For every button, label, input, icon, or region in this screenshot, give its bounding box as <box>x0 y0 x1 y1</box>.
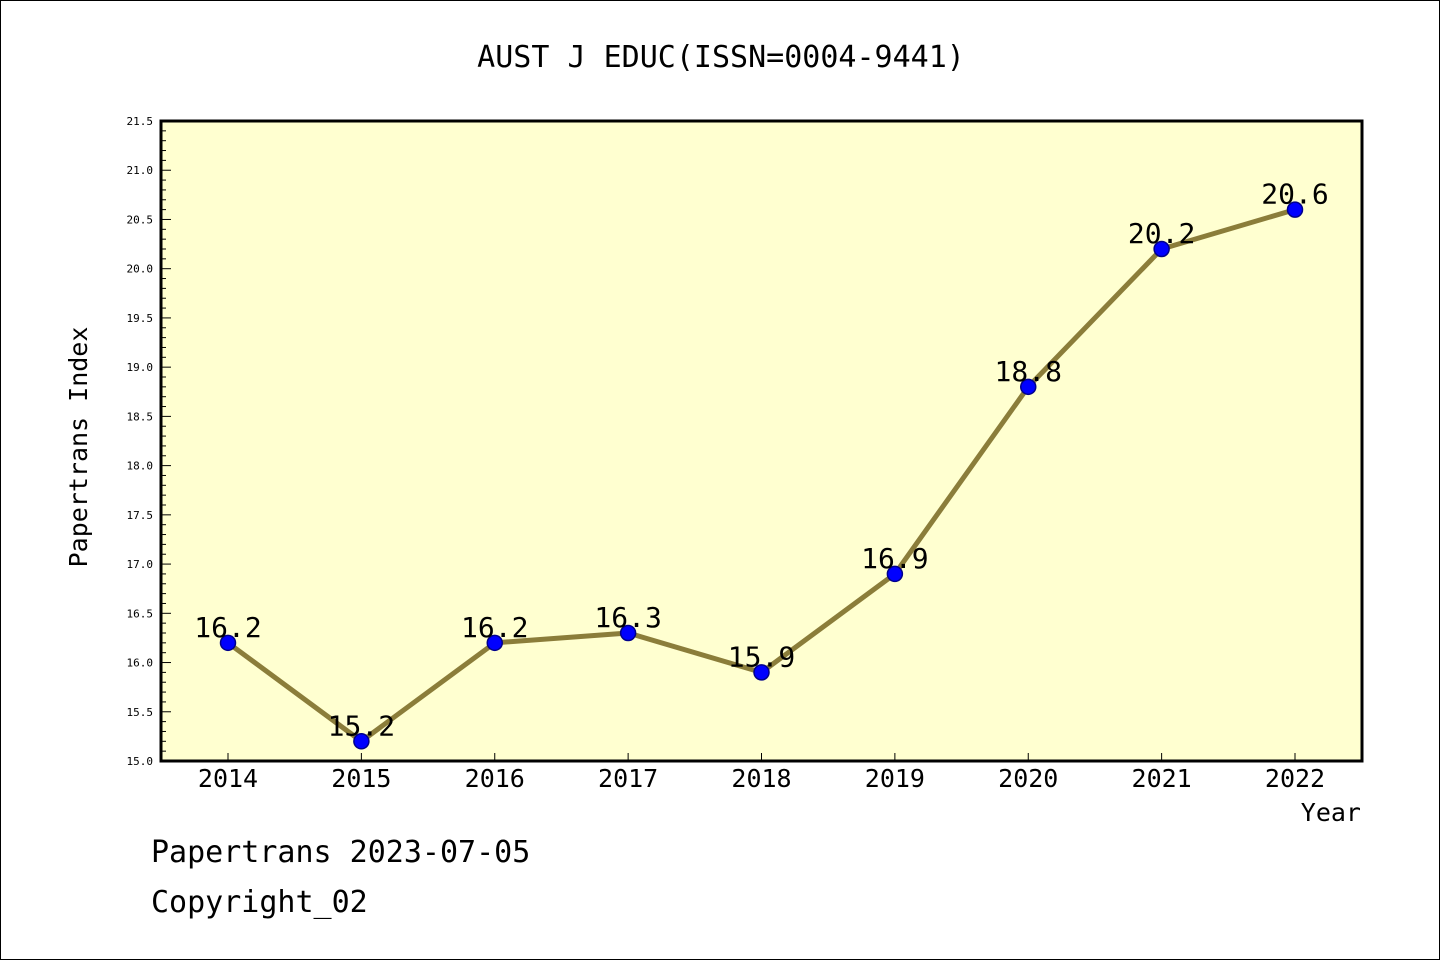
y-tick-label: 16.5 <box>127 607 154 620</box>
x-tick-label: 2014 <box>198 764 258 793</box>
y-tick-label: 15.0 <box>127 755 154 768</box>
y-tick-label: 20.5 <box>127 213 154 226</box>
x-tick-label: 2016 <box>465 764 525 793</box>
y-tick-label: 18.0 <box>127 460 154 473</box>
data-label: 20.2 <box>1128 217 1195 250</box>
y-tick-label: 15.5 <box>127 706 154 719</box>
data-point <box>1153 240 1170 258</box>
footer-copyright: Copyright_02 <box>151 885 368 920</box>
x-tick-label: 2022 <box>1265 764 1325 793</box>
y-tick-label: 20.0 <box>127 263 154 276</box>
data-label: 16.3 <box>594 601 661 634</box>
series-papertrans-index <box>219 201 1304 750</box>
data-label: 18.8 <box>995 355 1062 388</box>
data-label: 20.6 <box>1261 178 1328 211</box>
data-point <box>619 624 637 642</box>
y-tick-label: 19.0 <box>127 361 154 374</box>
data-label: 16.2 <box>194 611 261 644</box>
chart-title: AUST J EDUC(ISSN=0004-9441) <box>477 40 965 75</box>
y-tick-label: 21.0 <box>127 164 154 177</box>
plot-area <box>159 119 1364 763</box>
x-tick-label: 2020 <box>998 764 1058 793</box>
y-axis: 15.0 15.5 16.0 16.5 17.0 17.5 18.0 18.5 19.0 19.5… <box>127 115 171 768</box>
data-label: 16.9 <box>861 542 928 575</box>
data-labels: 16.2 15.2 16.2 16.3 15.9 16.9 18.8 20.2 20.6 <box>194 178 1328 743</box>
y-tick-label: 18.5 <box>127 410 154 423</box>
data-point <box>886 565 904 583</box>
y-tick-label: 19.5 <box>127 312 154 325</box>
y-tick-label: 17.0 <box>127 558 154 571</box>
x-tick-label: 2017 <box>598 764 658 793</box>
y-tick-label: 16.0 <box>127 657 154 670</box>
y-tick-label: 17.5 <box>127 509 154 522</box>
y-axis-label: Papertrans Index <box>64 327 93 568</box>
x-tick-label: 2021 <box>1132 764 1192 793</box>
data-point <box>486 634 503 652</box>
data-point <box>219 634 237 652</box>
data-point <box>1020 378 1037 396</box>
data-point <box>1286 201 1304 218</box>
footer-date: Papertrans 2023-07-05 <box>151 835 531 870</box>
x-axis: 2014 2015 2016 2017 2018 2019 2020 2021 2022 <box>198 753 1325 793</box>
data-label: 15.2 <box>328 709 395 742</box>
x-tick-label: 2019 <box>865 764 925 793</box>
data-point <box>753 664 770 681</box>
data-label: 15.9 <box>728 640 795 673</box>
data-point <box>353 733 370 750</box>
y-tick-label: 21.5 <box>127 115 154 128</box>
x-axis-label: Year <box>1301 798 1361 827</box>
data-label: 16.2 <box>461 611 528 644</box>
x-tick-label: 2018 <box>731 764 791 793</box>
x-tick-label: 2015 <box>331 764 391 793</box>
